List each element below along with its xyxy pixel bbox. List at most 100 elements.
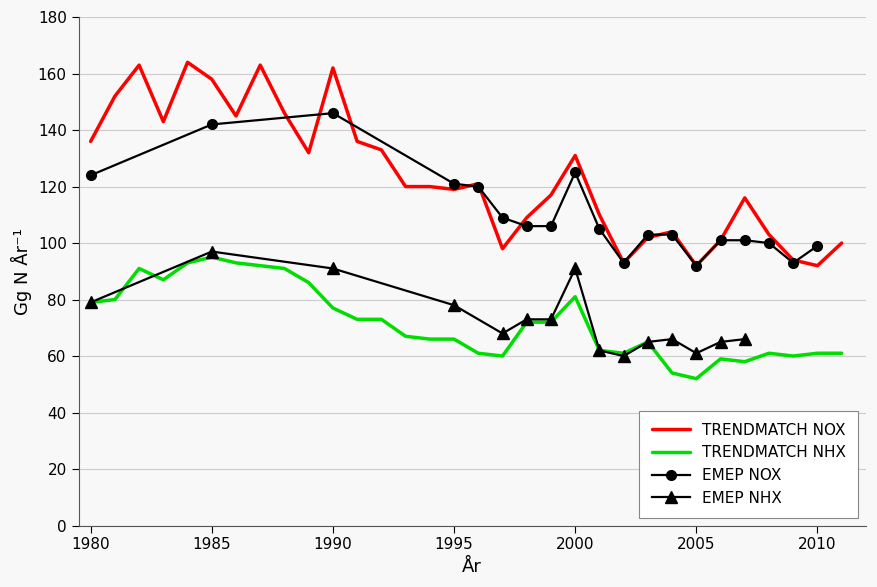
EMEP NOX	[449, 180, 460, 187]
TRENDMATCH NOX	[328, 65, 339, 72]
Legend: TRENDMATCH NOX, TRENDMATCH NHX, EMEP NOX, EMEP NHX: TRENDMATCH NOX, TRENDMATCH NHX, EMEP NOX…	[639, 410, 859, 518]
TRENDMATCH NHX	[328, 305, 339, 312]
TRENDMATCH NOX	[691, 262, 702, 269]
TRENDMATCH NOX	[424, 183, 435, 190]
TRENDMATCH NOX	[376, 146, 387, 153]
TRENDMATCH NOX	[545, 191, 556, 198]
TRENDMATCH NOX	[497, 245, 508, 252]
Line: TRENDMATCH NOX: TRENDMATCH NOX	[90, 62, 842, 266]
EMEP NOX	[691, 262, 702, 269]
EMEP NHX	[570, 265, 581, 272]
EMEP NOX	[716, 237, 726, 244]
TRENDMATCH NOX	[764, 231, 774, 238]
EMEP NOX	[812, 242, 823, 249]
EMEP NHX	[497, 330, 508, 337]
TRENDMATCH NHX	[206, 254, 217, 261]
EMEP NOX	[570, 169, 581, 176]
EMEP NHX	[667, 336, 677, 343]
EMEP NOX	[618, 259, 629, 266]
TRENDMATCH NHX	[716, 355, 726, 362]
X-axis label: År: År	[462, 558, 482, 576]
EMEP NOX	[206, 121, 217, 128]
TRENDMATCH NOX	[182, 59, 193, 66]
TRENDMATCH NHX	[739, 358, 750, 365]
TRENDMATCH NHX	[570, 294, 581, 301]
EMEP NHX	[716, 339, 726, 346]
TRENDMATCH NHX	[522, 319, 532, 326]
Line: TRENDMATCH NHX: TRENDMATCH NHX	[90, 257, 842, 379]
TRENDMATCH NHX	[812, 350, 823, 357]
TRENDMATCH NOX	[158, 118, 168, 125]
TRENDMATCH NHX	[545, 319, 556, 326]
TRENDMATCH NHX	[473, 350, 483, 357]
EMEP NOX	[497, 214, 508, 221]
TRENDMATCH NOX	[812, 262, 823, 269]
TRENDMATCH NOX	[449, 186, 460, 193]
TRENDMATCH NHX	[352, 316, 362, 323]
EMEP NHX	[85, 299, 96, 306]
TRENDMATCH NHX	[424, 336, 435, 343]
TRENDMATCH NOX	[522, 214, 532, 221]
TRENDMATCH NHX	[788, 353, 798, 360]
EMEP NHX	[328, 265, 339, 272]
EMEP NHX	[618, 353, 629, 360]
EMEP NOX	[764, 239, 774, 247]
EMEP NOX	[788, 259, 798, 266]
TRENDMATCH NOX	[837, 239, 847, 247]
TRENDMATCH NOX	[594, 211, 604, 218]
TRENDMATCH NOX	[667, 228, 677, 235]
TRENDMATCH NOX	[570, 152, 581, 159]
TRENDMATCH NOX	[473, 180, 483, 187]
EMEP NOX	[473, 183, 483, 190]
EMEP NOX	[522, 222, 532, 230]
TRENDMATCH NHX	[182, 259, 193, 266]
TRENDMATCH NHX	[449, 336, 460, 343]
Line: EMEP NOX: EMEP NOX	[86, 108, 823, 271]
TRENDMATCH NOX	[716, 237, 726, 244]
EMEP NOX	[594, 225, 604, 232]
TRENDMATCH NOX	[618, 259, 629, 266]
TRENDMATCH NOX	[110, 93, 120, 100]
TRENDMATCH NOX	[303, 149, 314, 156]
TRENDMATCH NHX	[376, 316, 387, 323]
EMEP NOX	[643, 231, 653, 238]
TRENDMATCH NOX	[231, 113, 241, 120]
TRENDMATCH NOX	[643, 234, 653, 241]
TRENDMATCH NOX	[788, 257, 798, 264]
EMEP NOX	[328, 110, 339, 117]
EMEP NHX	[449, 302, 460, 309]
TRENDMATCH NHX	[643, 339, 653, 346]
EMEP NOX	[667, 231, 677, 238]
EMEP NHX	[545, 316, 556, 323]
Line: EMEP NHX: EMEP NHX	[85, 246, 751, 362]
TRENDMATCH NOX	[255, 62, 266, 69]
TRENDMATCH NHX	[667, 369, 677, 376]
TRENDMATCH NHX	[400, 333, 410, 340]
EMEP NOX	[545, 222, 556, 230]
TRENDMATCH NOX	[352, 138, 362, 145]
TRENDMATCH NHX	[110, 296, 120, 303]
EMEP NHX	[691, 350, 702, 357]
TRENDMATCH NOX	[400, 183, 410, 190]
TRENDMATCH NOX	[85, 138, 96, 145]
Y-axis label: Gg N År⁻¹: Gg N År⁻¹	[11, 228, 32, 315]
TRENDMATCH NOX	[739, 194, 750, 201]
TRENDMATCH NHX	[497, 353, 508, 360]
TRENDMATCH NHX	[837, 350, 847, 357]
EMEP NHX	[206, 248, 217, 255]
TRENDMATCH NHX	[279, 265, 289, 272]
TRENDMATCH NOX	[206, 76, 217, 83]
TRENDMATCH NHX	[158, 276, 168, 284]
EMEP NHX	[522, 316, 532, 323]
EMEP NOX	[85, 172, 96, 179]
EMEP NHX	[643, 339, 653, 346]
TRENDMATCH NOX	[134, 62, 145, 69]
EMEP NOX	[739, 237, 750, 244]
TRENDMATCH NHX	[764, 350, 774, 357]
TRENDMATCH NHX	[618, 350, 629, 357]
TRENDMATCH NHX	[134, 265, 145, 272]
TRENDMATCH NOX	[279, 110, 289, 117]
EMEP NHX	[594, 347, 604, 354]
TRENDMATCH NHX	[594, 347, 604, 354]
TRENDMATCH NHX	[691, 375, 702, 382]
